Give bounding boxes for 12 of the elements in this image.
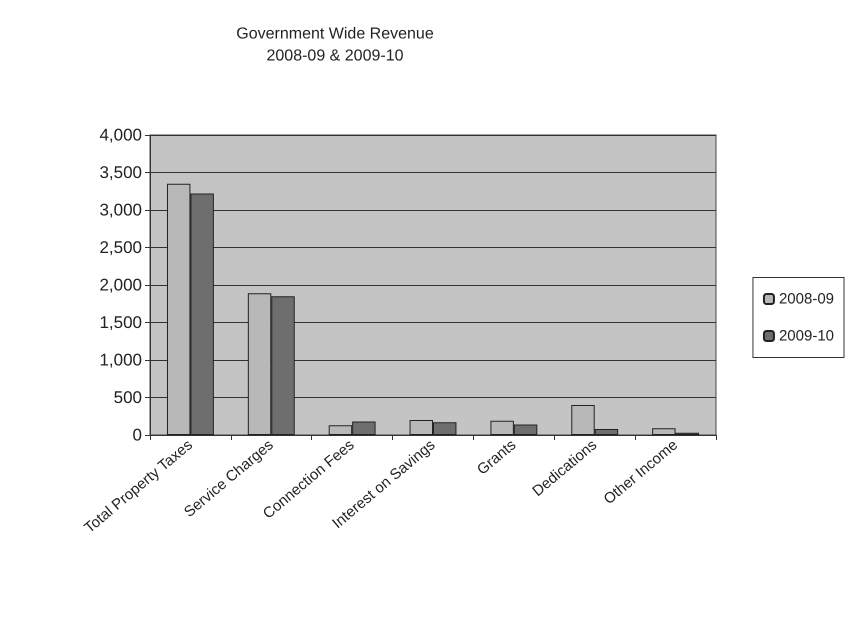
y-tick-label: 1,500 [99,313,142,332]
y-tick-label: 500 [114,388,142,407]
y-tick-label: 3,000 [99,200,142,220]
chart-title: Government Wide Revenue 2008-09 & 2009-10 [236,26,434,64]
y-tick-label: 4,000 [99,126,142,144]
y-tick-label: 1,000 [99,350,142,370]
legend-label: 2008-09 [778,290,834,308]
y-tick-label: 2,000 [99,276,142,294]
y-tick-label: 3,500 [99,163,142,182]
y-tick-label: 0 [132,426,142,444]
y-tick-label: 2,500 [99,238,142,257]
legend-label: 2009-10 [778,328,834,344]
